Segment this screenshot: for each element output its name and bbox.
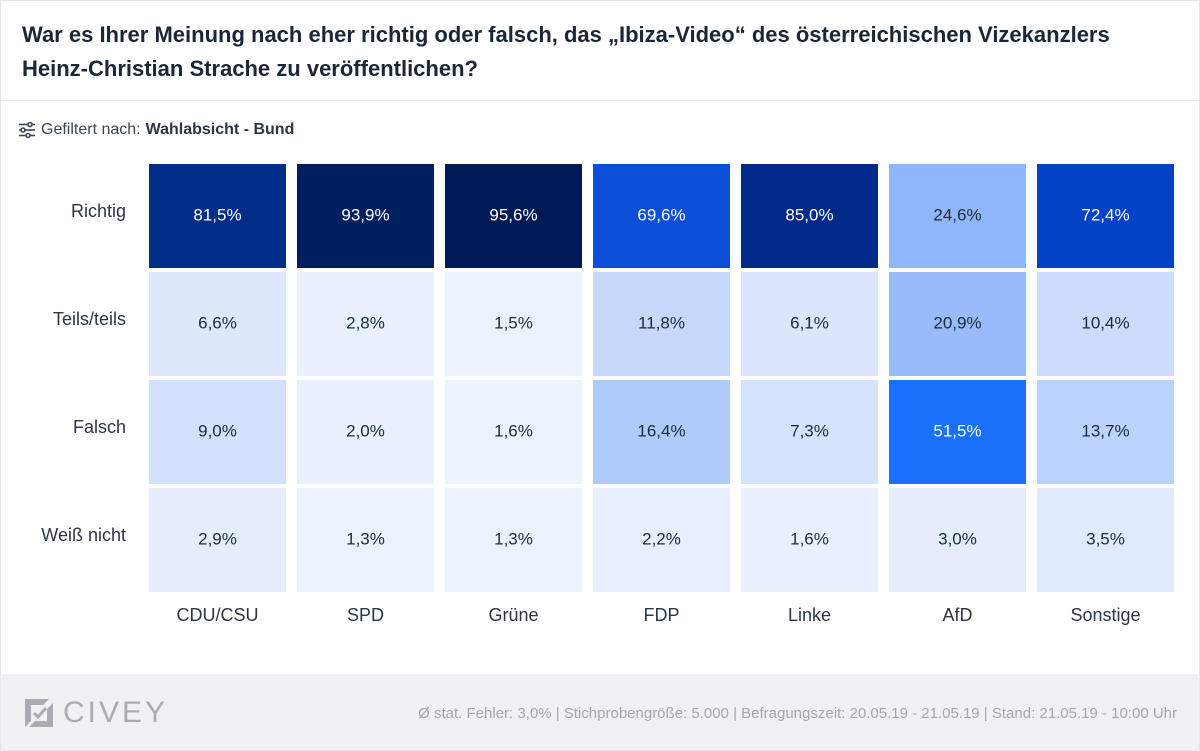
heatmap-cell-wei-nicht-afd[interactable]	[889, 488, 1026, 592]
heatmap-cell-teils-teils-cdu-csu[interactable]	[149, 272, 286, 376]
heatmap-cell-richtig-spd[interactable]	[297, 164, 434, 268]
cell-value-richtig-sonstige: 72,4%	[1081, 205, 1129, 224]
cell-value-falsch-sonstige: 13,7%	[1081, 421, 1129, 440]
cell-value-falsch-linke: 7,3%	[790, 421, 829, 440]
heatmap-cell-falsch-linke[interactable]	[741, 380, 878, 484]
cell-value-wei-nicht-sonstige: 3,5%	[1086, 529, 1125, 548]
heatmap-cell-teils-teils-fdp[interactable]	[593, 272, 730, 376]
heatmap-cell-wei-nicht-fdp[interactable]	[593, 488, 730, 592]
row-label-wei-nicht: Weiß nicht	[41, 525, 126, 545]
column-label-afd: AfD	[942, 605, 972, 625]
heatmap-cell-teils-teils-sonstige[interactable]	[1037, 272, 1174, 376]
heatmap-chart: Richtig 81,5% 93,9% 95,6% 69,6% 85,0% 24,6% 72,…	[41, 164, 1174, 625]
cell-value-wei-nicht-gr-ne: 1,3%	[494, 529, 533, 548]
civey-logo[interactable]: CIVEY	[23, 696, 168, 730]
heatmap-cell-richtig-sonstige[interactable]	[1037, 164, 1174, 268]
column-label-cdu-csu: CDU/CSU	[176, 605, 258, 625]
cell-value-teils-teils-linke: 6,1%	[790, 313, 829, 332]
cell-value-falsch-spd: 2,0%	[346, 421, 385, 440]
civey-logo-text: CIVEY	[63, 696, 169, 729]
heatmap-cell-richtig-fdp[interactable]	[593, 164, 730, 268]
heatmap-cell-falsch-afd[interactable]	[889, 380, 1026, 484]
column-label-sonstige: Sonstige	[1070, 605, 1140, 625]
column-label-spd: SPD	[347, 605, 384, 625]
heatmap-cell-teils-teils-linke[interactable]	[741, 272, 878, 376]
cell-value-teils-teils-afd: 20,9%	[933, 313, 981, 332]
heatmap-cell-wei-nicht-sonstige[interactable]	[1037, 488, 1174, 592]
cell-value-wei-nicht-fdp: 2,2%	[642, 529, 681, 548]
cell-value-teils-teils-sonstige: 10,4%	[1081, 313, 1129, 332]
column-label-fdp: FDP	[644, 605, 680, 625]
heatmap-cell-falsch-sonstige[interactable]	[1037, 380, 1174, 484]
cell-value-teils-teils-cdu-csu: 6,6%	[198, 313, 237, 332]
cell-value-richtig-afd: 24,6%	[933, 205, 981, 224]
cell-value-teils-teils-spd: 2,8%	[346, 313, 385, 332]
heatmap-cell-wei-nicht-spd[interactable]	[297, 488, 434, 592]
filter-label: Gefiltert nach:	[41, 121, 141, 138]
heatmap-cell-wei-nicht-cdu-csu[interactable]	[149, 488, 286, 592]
column-label-gr-ne: Grüne	[488, 605, 538, 625]
heatmap-cell-richtig-afd[interactable]	[889, 164, 1026, 268]
chart-title: War es Ihrer Meinung nach eher richtig o…	[22, 22, 1110, 81]
heatmap-cell-teils-teils-gr-ne[interactable]	[445, 272, 582, 376]
heatmap-cell-richtig-gr-ne[interactable]	[445, 164, 582, 268]
survey-meta: Ø stat. Fehler: 3,0% | Stichprobengröße:…	[418, 705, 1177, 722]
cell-value-richtig-linke: 85,0%	[785, 205, 833, 224]
heatmap-cell-teils-teils-afd[interactable]	[889, 272, 1026, 376]
cell-value-falsch-afd: 51,5%	[933, 421, 981, 440]
heatmap-cell-falsch-gr-ne[interactable]	[445, 380, 582, 484]
heatmap-cell-wei-nicht-gr-ne[interactable]	[445, 488, 582, 592]
cell-value-wei-nicht-linke: 1,6%	[790, 529, 829, 548]
cell-value-falsch-gr-ne: 1,6%	[494, 421, 533, 440]
cell-value-richtig-cdu-csu: 81,5%	[193, 205, 241, 224]
heatmap-cell-teils-teils-spd[interactable]	[297, 272, 434, 376]
heatmap-cell-falsch-spd[interactable]	[297, 380, 434, 484]
row-label-richtig: Richtig	[71, 201, 126, 221]
filter-bar[interactable]: Gefiltert nach: Wahlabsicht - Bund	[18, 118, 294, 142]
cell-value-wei-nicht-afd: 3,0%	[938, 529, 977, 548]
heatmap-cell-richtig-linke[interactable]	[741, 164, 878, 268]
heatmap-cell-richtig-cdu-csu[interactable]	[149, 164, 286, 268]
civey-logo-icon	[25, 699, 53, 727]
footer: CIVEY Ø stat. Fehler: 3,0% | Stichproben…	[1, 674, 1199, 750]
heatmap-cell-wei-nicht-linke[interactable]	[741, 488, 878, 592]
header-divider	[0, 100, 1200, 101]
cell-value-wei-nicht-cdu-csu: 2,9%	[198, 529, 237, 548]
sliders-icon	[19, 121, 35, 139]
cell-value-richtig-fdp: 69,6%	[637, 205, 685, 224]
cell-value-teils-teils-fdp: 11,8%	[638, 313, 685, 332]
cell-value-falsch-cdu-csu: 9,0%	[198, 421, 237, 440]
cell-value-teils-teils-gr-ne: 1,5%	[494, 313, 533, 332]
row-label-teils-teils: Teils/teils	[53, 309, 126, 329]
cell-value-falsch-fdp: 16,4%	[637, 421, 685, 440]
cell-value-richtig-spd: 93,9%	[341, 205, 389, 224]
heatmap-cell-falsch-fdp[interactable]	[593, 380, 730, 484]
cell-value-wei-nicht-spd: 1,3%	[346, 529, 385, 548]
cell-value-richtig-gr-ne: 95,6%	[489, 205, 537, 224]
heatmap-cell-falsch-cdu-csu[interactable]	[149, 380, 286, 484]
row-label-falsch: Falsch	[73, 417, 126, 437]
filter-value[interactable]: Wahlabsicht - Bund	[145, 121, 295, 138]
column-label-linke: Linke	[788, 605, 831, 625]
